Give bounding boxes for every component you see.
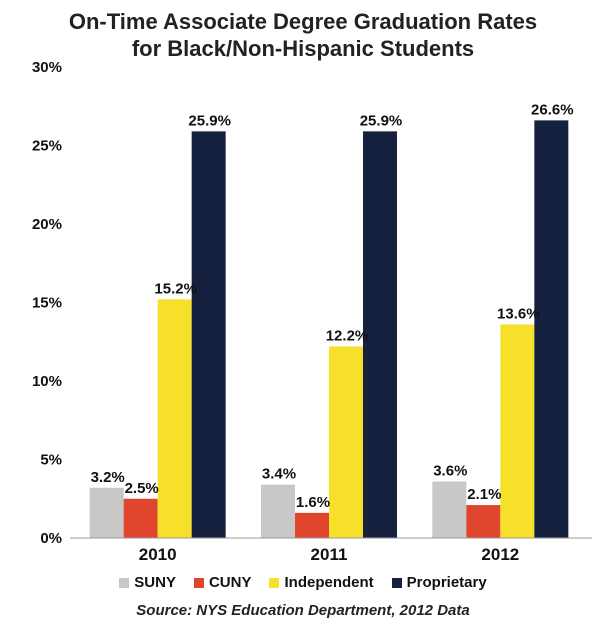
- data-label: 3.2%: [91, 469, 125, 486]
- chart-title: On-Time Associate Degree Graduation Rate…: [0, 8, 606, 62]
- legend: SUNY CUNY Independent Proprietary: [0, 574, 606, 591]
- bar-cuny-2011: [295, 512, 329, 538]
- legend-label: Independent: [284, 574, 374, 591]
- data-label: 3.4%: [262, 466, 296, 483]
- data-label: 1.6%: [296, 494, 330, 511]
- y-tick-label: 10%: [32, 373, 62, 390]
- x-tick-label: 2011: [311, 545, 348, 564]
- data-label: 15.2%: [154, 280, 197, 297]
- data-label: 26.6%: [531, 101, 574, 118]
- bar-proprietary-2010: [191, 131, 226, 538]
- x-tick-label: 2012: [481, 545, 519, 564]
- data-label: 12.2%: [326, 327, 369, 344]
- legend-item-cuny: CUNY: [193, 574, 252, 591]
- bar-proprietary-2012: [534, 120, 569, 538]
- y-tick-label: 15%: [32, 295, 62, 312]
- x-tick-label: 2010: [139, 545, 177, 564]
- legend-swatch: [119, 577, 130, 588]
- source-note: Source: NYS Education Department, 2012 D…: [136, 602, 470, 619]
- bar-cuny-2010: [123, 498, 158, 538]
- bar-cuny-2012: [466, 505, 501, 538]
- bar-chart: 0%5%10%15%20%25%30% 3.2%2.5%15.2%25.9%3.…: [32, 59, 592, 564]
- y-tick-label: 0%: [40, 530, 62, 547]
- x-axis: 2010 2011 2012: [139, 545, 519, 564]
- legend-swatch: [269, 577, 280, 588]
- chart-title-line-1: On-Time Associate Degree Graduation Rate…: [68, 9, 538, 34]
- legend-item-proprietary: Proprietary: [391, 574, 487, 591]
- bar-suny-2011: [261, 484, 295, 538]
- bar-independent-2011: [329, 346, 363, 538]
- bar-proprietary-2011: [363, 131, 397, 538]
- data-label: 25.9%: [360, 112, 403, 129]
- chart-title-line-2: for Black/Non-Hispanic Students: [131, 36, 475, 61]
- legend-label: CUNY: [208, 574, 252, 591]
- data-label: 25.9%: [188, 112, 231, 129]
- y-axis: 0% 5% 10% 15% 20% 25% 30%: [32, 59, 62, 547]
- bar-suny-2012: [432, 481, 467, 538]
- data-label: 2.5%: [125, 480, 159, 497]
- legend-label: SUNY: [134, 574, 176, 591]
- legend-swatch: [193, 577, 204, 588]
- legend-swatch: [391, 577, 402, 588]
- y-tick-label: 25%: [32, 138, 62, 155]
- bar-suny-2010: [89, 487, 124, 538]
- y-tick-label: 30%: [32, 59, 62, 76]
- data-label: 3.6%: [433, 462, 467, 479]
- data-labels: 3.2%2.5% 15.2% 25.9% 3.4%1.6% 12.2% 25.9% 3.6%…: [91, 101, 574, 511]
- y-tick-label: 20%: [32, 216, 62, 233]
- y-tick-label: 5%: [40, 452, 62, 469]
- legend-item-suny: SUNY: [119, 574, 176, 591]
- bar-independent-2012: [500, 324, 535, 538]
- data-label: 2.1%: [467, 486, 501, 503]
- bar-independent-2010: [157, 299, 192, 538]
- data-label: 13.6%: [497, 305, 540, 322]
- legend-label: Proprietary: [406, 574, 487, 591]
- bars: [89, 120, 569, 538]
- legend-item-independent: Independent: [269, 574, 374, 591]
